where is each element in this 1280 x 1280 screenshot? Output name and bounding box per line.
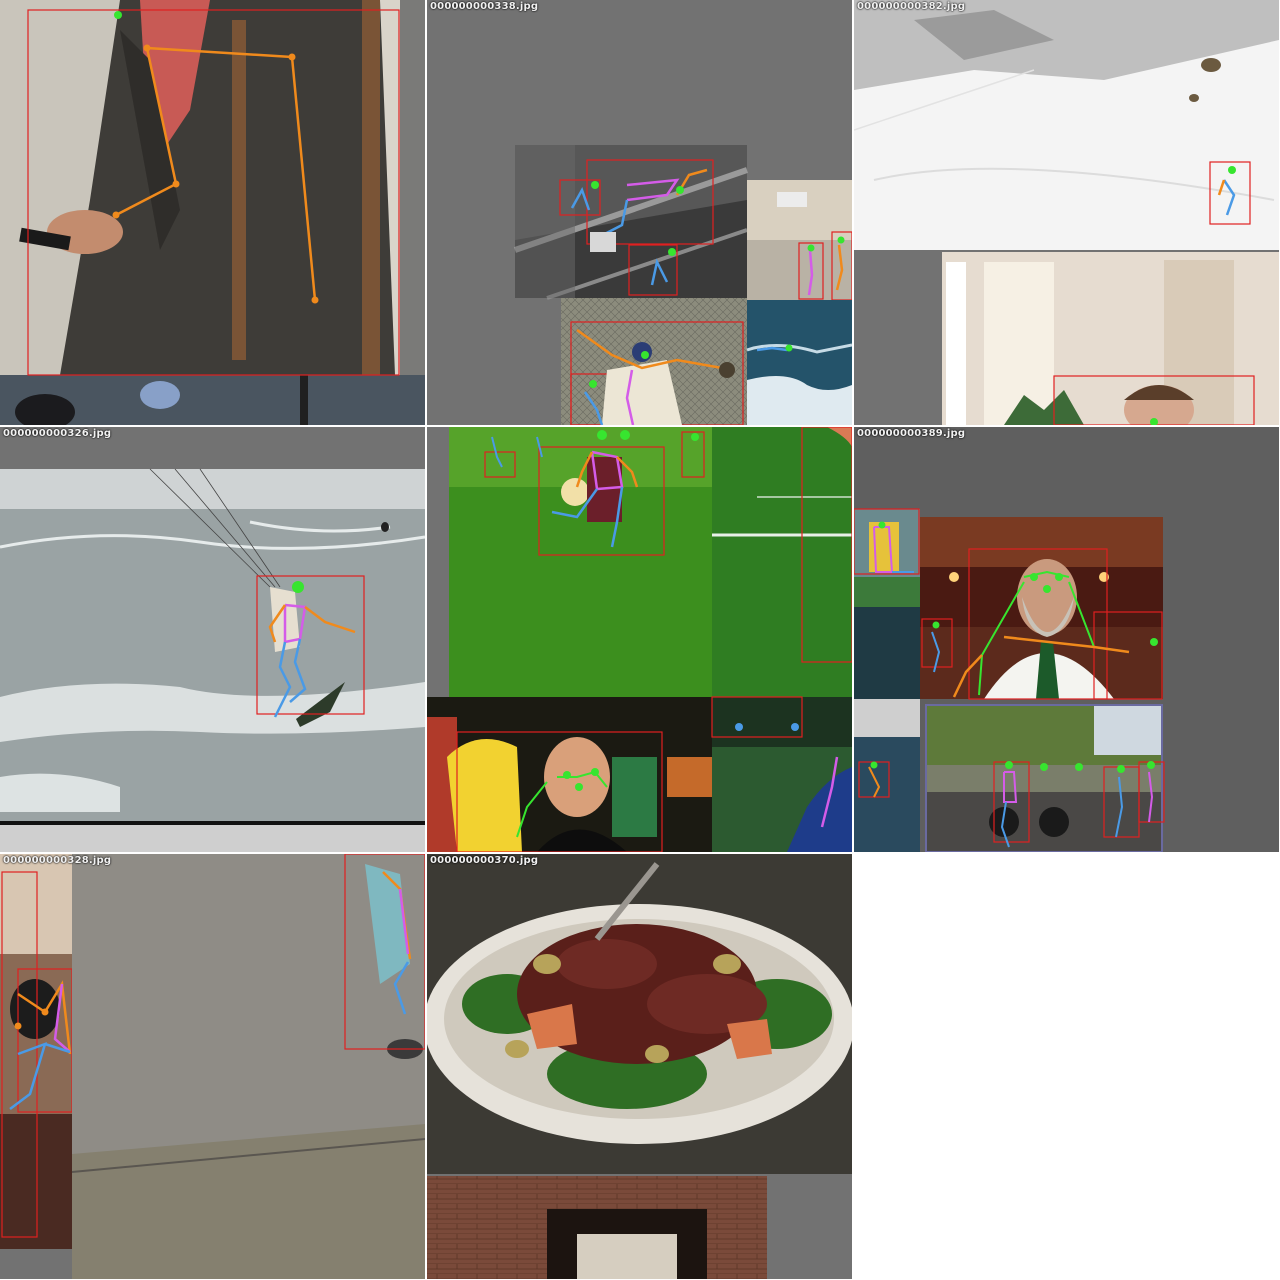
mosaic-tile: 000000000370.jpg: [427, 854, 852, 1279]
bbox-rect: [27, 9, 400, 376]
tile-image: [854, 427, 1279, 852]
tile-image: [0, 0, 425, 425]
tile-image: [427, 854, 852, 1279]
tile-filename-label: 000000000370.jpg: [430, 855, 539, 866]
tile-filename-label: 000000000382.jpg: [857, 1, 966, 12]
mosaic-tile: 000000000389.jpg: [854, 427, 1279, 852]
tile-image: [427, 0, 852, 425]
tile-filename-label: 000000000338.jpg: [430, 1, 539, 12]
tile-image: [0, 854, 425, 1279]
mosaic-tile: 000000000328.jpg: [0, 854, 425, 1279]
tile-filename-label: 000000000389.jpg: [857, 428, 966, 439]
tile-image: [854, 0, 1279, 425]
tile-image: [427, 427, 852, 852]
tile-filename-label: 000000000326.jpg: [3, 428, 112, 439]
empty-tile: [854, 854, 1279, 1279]
mosaic-tile: [0, 0, 425, 425]
mosaic-tile: 000000000338.jpg: [427, 0, 852, 425]
tile-filename-label: 000000000328.jpg: [3, 855, 112, 866]
tile-image: [0, 427, 425, 852]
mosaic-tile: 000000000382.jpg: [854, 0, 1279, 425]
mosaic-tile: [427, 427, 852, 852]
mosaic-tile: 000000000326.jpg: [0, 427, 425, 852]
